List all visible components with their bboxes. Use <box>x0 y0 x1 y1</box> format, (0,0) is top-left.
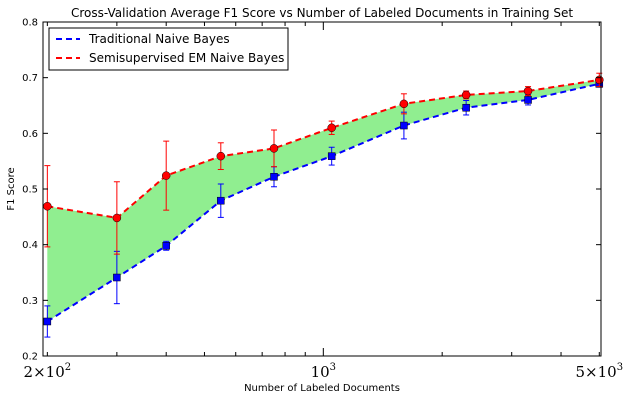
data-point <box>270 173 278 181</box>
data-point <box>161 171 171 180</box>
data-point <box>400 121 408 130</box>
x-axis: 2×102 103 5×103 <box>24 22 624 381</box>
y-tick-label: 0.8 <box>22 18 38 29</box>
series-semisupervised <box>43 72 604 255</box>
data-point <box>462 103 470 112</box>
data-point <box>217 196 225 205</box>
y-tick-label: 0.7 <box>22 73 38 84</box>
data-point <box>269 144 279 153</box>
x-tick-label: 103 <box>311 362 336 381</box>
y-tick-label: 0.5 <box>22 185 38 196</box>
y-tick-label: 0.4 <box>22 240 38 251</box>
x-tick-label: 2×102 <box>24 362 72 381</box>
series-line <box>46 82 600 323</box>
legend-label-traditional: Traditional Naive Bayes <box>88 32 230 46</box>
x-axis-label: Number of Labeled Documents <box>244 383 400 394</box>
improvement-fill-area <box>47 79 600 322</box>
legend: Traditional Naive Bayes Semisupervised E… <box>48 27 289 71</box>
y-axis: 0.2 0.3 0.4 0.5 0.6 0.7 0.8 <box>22 18 601 363</box>
chart-title: Cross-Validation Average F1 Score vs Num… <box>71 6 573 20</box>
legend-label-semisupervised: Semisupervised EM Naive Bayes <box>89 51 284 65</box>
plot-frame <box>42 21 602 357</box>
data-point <box>595 75 604 85</box>
y-tick-label: 0.2 <box>22 352 38 363</box>
series-line <box>47 78 600 219</box>
data-point <box>523 86 533 96</box>
data-point <box>524 96 532 104</box>
data-point <box>327 152 336 160</box>
fill-between-polygon <box>47 79 600 322</box>
series-traditional <box>43 79 604 338</box>
y-axis-label: F1 Score <box>6 167 17 210</box>
data-point <box>327 123 336 133</box>
data-point <box>216 151 226 161</box>
y-tick-label: 0.3 <box>22 296 38 307</box>
data-point <box>43 317 52 326</box>
data-point <box>113 273 121 282</box>
series-layer <box>43 72 604 338</box>
x-tick-label: 5×103 <box>576 362 624 381</box>
y-tick-label: 0.6 <box>22 129 38 140</box>
data-point <box>43 202 52 211</box>
data-point <box>399 99 409 109</box>
data-point <box>461 90 471 100</box>
data-point <box>112 213 122 223</box>
legend-box <box>48 27 289 71</box>
data-point <box>162 242 170 250</box>
